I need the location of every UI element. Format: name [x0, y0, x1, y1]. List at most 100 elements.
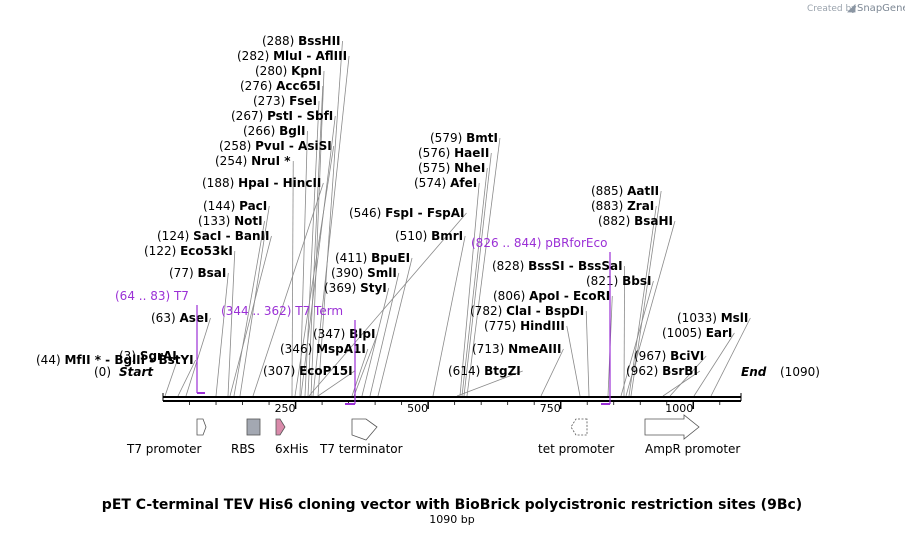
site-label-text: (411) BpuEI — [335, 251, 410, 265]
start-position: (0) — [94, 365, 111, 379]
start-label: Start — [119, 365, 154, 379]
site-label: (133) NotI — [198, 214, 263, 228]
site-enzyme-name: BglI — [279, 124, 305, 138]
ruler: 250 500 750 1000 — [189, 401, 721, 415]
site-position: (775) — [484, 319, 520, 333]
site-enzyme-name: NruI * — [251, 154, 291, 168]
site-position: (885) — [591, 184, 627, 198]
feature-label-t7-promoter: T7 promoter — [126, 442, 202, 456]
site-enzyme-name: FspI - FspAI — [385, 206, 464, 220]
site-label: (122) Eco53kI — [144, 244, 233, 258]
primer-label: (826 .. 844) pBRforEco — [471, 236, 607, 250]
tet-promoter-arrow-icon — [570, 418, 588, 436]
site-label-text: (821) BbsI — [586, 274, 651, 288]
site-label-text: (266) BglI — [243, 124, 305, 138]
site-label-text: (828) BssSI - BssSaI — [492, 259, 623, 273]
site-label-text: (575) NheI — [418, 161, 485, 175]
site-enzyme-name: NmeAIII — [508, 342, 561, 356]
site-label: (273) FseI — [253, 94, 317, 108]
site-label-text: (254) NruI * — [215, 154, 291, 168]
site-enzyme-name: BsaI — [197, 266, 226, 280]
site-label-text: (122) Eco53kI — [144, 244, 233, 258]
site-position: (576) — [418, 146, 454, 160]
site-enzyme-name: BpuEI — [371, 251, 410, 265]
site-leader — [233, 220, 265, 397]
feature-label-rbs: RBS — [231, 442, 255, 456]
site-enzyme-name: NotI — [234, 214, 263, 228]
feature-labels: T7 promoter RBS 6xHis T7 terminator tet … — [126, 442, 740, 456]
site-enzyme-name: HpaI - HincII — [238, 176, 321, 190]
site-leader — [466, 137, 501, 397]
site-position: (713) — [472, 342, 508, 356]
site-label-text: (144) PacI — [203, 199, 267, 213]
site-leader — [432, 235, 466, 397]
t7-promoter-arrow-icon — [196, 418, 207, 436]
site-label: (280) KpnI — [255, 64, 322, 78]
site-label: (44) MfII * - BglII - BstYI — [36, 353, 194, 367]
site-label: (266) BglI — [243, 124, 305, 138]
site-enzyme-name: SacI - BanII — [193, 229, 269, 243]
site-position: (254) — [215, 154, 251, 168]
site-label: (821) BbsI — [586, 274, 651, 288]
site-position: (411) — [335, 251, 371, 265]
site-label-text: (1005) EarI — [662, 326, 732, 340]
site-leader — [461, 167, 488, 397]
site-position: (828) — [492, 259, 528, 273]
sequence-backbone — [162, 393, 742, 402]
rbs-box-icon — [246, 418, 261, 436]
site-label: (614) BtgZI — [448, 364, 521, 378]
site-position: (806) — [493, 289, 529, 303]
site-leader — [229, 235, 272, 397]
site-label: (574) AfeI — [414, 176, 477, 190]
site-label-text: (775) HindIII — [484, 319, 565, 333]
site-enzyme-name: PstI - SbfI — [267, 109, 333, 123]
map-length: 1090 bp — [429, 513, 474, 526]
site-enzyme-name: BbsI — [622, 274, 651, 288]
site-enzyme-name: AatII — [627, 184, 659, 198]
site-enzyme-name: FseI — [289, 94, 317, 108]
site-label: (882) BsaHI — [598, 214, 673, 228]
ruler-tick-label: 500 — [407, 402, 428, 415]
site-label-text: (288) BssHII — [262, 34, 341, 48]
site-enzyme-name: MfII * - BglII - BstYI — [64, 353, 193, 367]
site-enzyme-name: PacI — [239, 199, 267, 213]
site-label-text: (63) AseI — [151, 311, 209, 325]
site-label-text: (806) ApoI - EcoRI — [493, 289, 610, 303]
site-leader — [540, 348, 564, 397]
site-label: (510) BmrI — [395, 229, 463, 243]
site-label: (775) HindIII — [484, 319, 565, 333]
site-leader — [252, 182, 324, 397]
site-label-text: (882) BsaHI — [598, 214, 673, 228]
site-leader — [628, 205, 657, 397]
site-label-text: (124) SacI - BanII — [157, 229, 269, 243]
site-position: (821) — [586, 274, 622, 288]
site-enzyme-name: HaeII — [454, 146, 489, 160]
site-enzyme-name: Acc65I — [276, 79, 321, 93]
site-enzyme-name: Eco53kI — [180, 244, 233, 258]
site-enzyme-name: ClaI - BspDI — [506, 304, 584, 318]
site-enzyme-name: MspA1I — [316, 342, 366, 356]
site-label-text: (510) BmrI — [395, 229, 463, 243]
site-label-text: (44) MfII * - BglII - BstYI — [36, 353, 194, 367]
site-label: (967) BciVI — [634, 349, 704, 363]
start-end-labels: (0) Start End (1090) — [94, 365, 820, 379]
site-label-text: (1033) MslI — [677, 311, 748, 325]
site-enzyme-name: EarI — [706, 326, 733, 340]
site-label: (546) FspI - FspAI — [349, 206, 465, 220]
site-label: (782) ClaI - BspDI — [470, 304, 584, 318]
site-label: (288) BssHII — [262, 34, 341, 48]
site-position: (276) — [240, 79, 276, 93]
site-label-text: (782) ClaI - BspDI — [470, 304, 584, 318]
site-label-text: (77) BsaI — [169, 266, 226, 280]
site-label-text: (885) AatII — [591, 184, 659, 198]
site-position: (307) — [263, 364, 299, 378]
site-label: (1033) MslI — [677, 311, 748, 325]
ampr-promoter-arrow-icon — [644, 414, 700, 440]
site-enzyme-name: BciVI — [670, 349, 704, 363]
site-position: (144) — [203, 199, 239, 213]
site-position: (369) — [324, 281, 360, 295]
site-leader — [227, 250, 236, 397]
site-position: (546) — [349, 206, 385, 220]
site-label: (3) SgrAI — [119, 349, 177, 363]
